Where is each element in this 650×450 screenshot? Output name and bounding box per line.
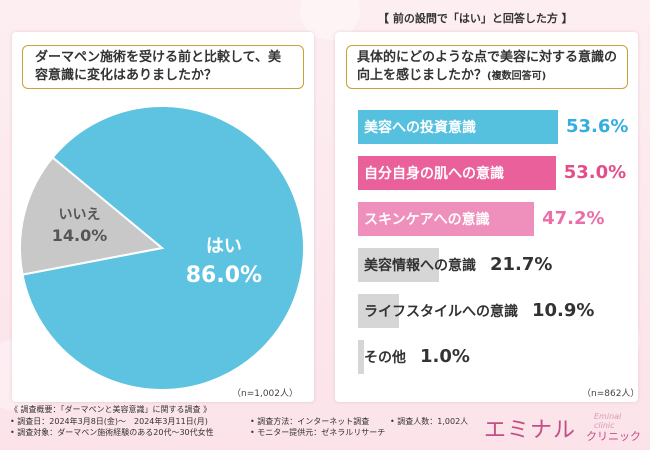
pie-label-yes: はい <box>206 236 242 257</box>
left-question-box: ダーマペン施術を受ける前と比較して、美容意識に変化はありましたか？ <box>22 45 304 89</box>
bar-row: スキンケアへの意識 <box>358 202 535 236</box>
bar-row: 自分自身の肌への意識 <box>358 156 556 190</box>
left-question-text: ダーマペン施術を受ける前と比較して、美容意識に変化はありましたか？ <box>35 49 281 83</box>
pie-label-no: いいえ <box>58 207 100 223</box>
right-panel-header: 【 前の設問で「はい」と回答した方 】 <box>378 12 573 25</box>
bar-row: 美容情報への意識 <box>358 248 476 282</box>
bar-label: その他 <box>364 350 406 366</box>
bar-label: 美容情報への意識 <box>364 258 476 274</box>
footer-count: • 調査人数：1,002人 <box>390 416 469 426</box>
right-sample-size: （n=862人） <box>582 389 640 399</box>
bar-fill: 美容情報への意識 <box>358 248 476 282</box>
bar-fill: スキンケアへの意識 <box>358 202 535 236</box>
bar-row: ライフスタイルへの意識 <box>358 294 518 328</box>
pie-slice-no <box>19 156 165 276</box>
footer-method: • 調査方法：インターネット調査 <box>250 416 370 426</box>
right-question-note: (複数回答可) <box>487 71 547 82</box>
bar-row: その他 <box>358 340 406 374</box>
survey-footer: 《 調査概要：「ダーマペンと美容意識」に関する調査 》 • 調査日：2024年3… <box>10 404 480 439</box>
bar-value: 10.9% <box>532 300 595 321</box>
footer-date: • 調査日：2024年3月8日(金)～ 2024年3月11日(月) <box>10 416 208 426</box>
footer-target: • 調査対象：ダーマペン施術経験のある20代～30代女性 <box>10 428 214 438</box>
bar-value: 53.0% <box>563 162 627 183</box>
pie-value-no: 14.0% <box>52 226 108 245</box>
bar-value: 1.0% <box>420 346 470 367</box>
right-question-box: 具体的にどのような点で美容に対する意識の向上を感じましたか？(複数回答可) <box>346 45 628 89</box>
clinic-logo: エミナル Eminal clinic クリニック <box>484 408 644 448</box>
footer-provider: • モニター提供元：ゼネラルリサーチ <box>250 428 386 438</box>
pie-value-yes: 86.0% <box>186 263 262 288</box>
bar-value: 47.2% <box>542 208 605 229</box>
bar-row: 美容への投資意識 <box>358 110 558 144</box>
bar-fill: 自分自身の肌への意識 <box>358 156 556 190</box>
bar-value: 53.6% <box>566 116 629 137</box>
bar-label: 美容への投資意識 <box>364 120 476 136</box>
logo-sub-text: クリニック <box>586 430 641 443</box>
left-sample-size: （n=1,002人） <box>232 389 299 399</box>
right-question-main: 具体的にどのような点で美容に対する意識の向上を感じましたか？ <box>357 49 618 83</box>
bar-fill: 美容への投資意識 <box>358 110 558 144</box>
logo-main-text: エミナル <box>484 418 577 443</box>
logo-tagline: Eminal clinic <box>594 412 622 430</box>
right-question-text: 具体的にどのような点で美容に対する意識の向上を感じましたか？(複数回答可) <box>357 49 617 85</box>
bar-label: 自分自身の肌への意識 <box>364 166 504 182</box>
bar-label: ライフスタイルへの意識 <box>364 304 518 320</box>
bar-fill: その他 <box>358 340 406 374</box>
bar-fill: ライフスタイルへの意識 <box>358 294 518 328</box>
bar-value: 21.7% <box>490 254 553 275</box>
footer-title: 《 調査概要：「ダーマペンと美容意識」に関する調査 》 <box>10 405 212 414</box>
bar-label: スキンケアへの意識 <box>364 212 490 228</box>
